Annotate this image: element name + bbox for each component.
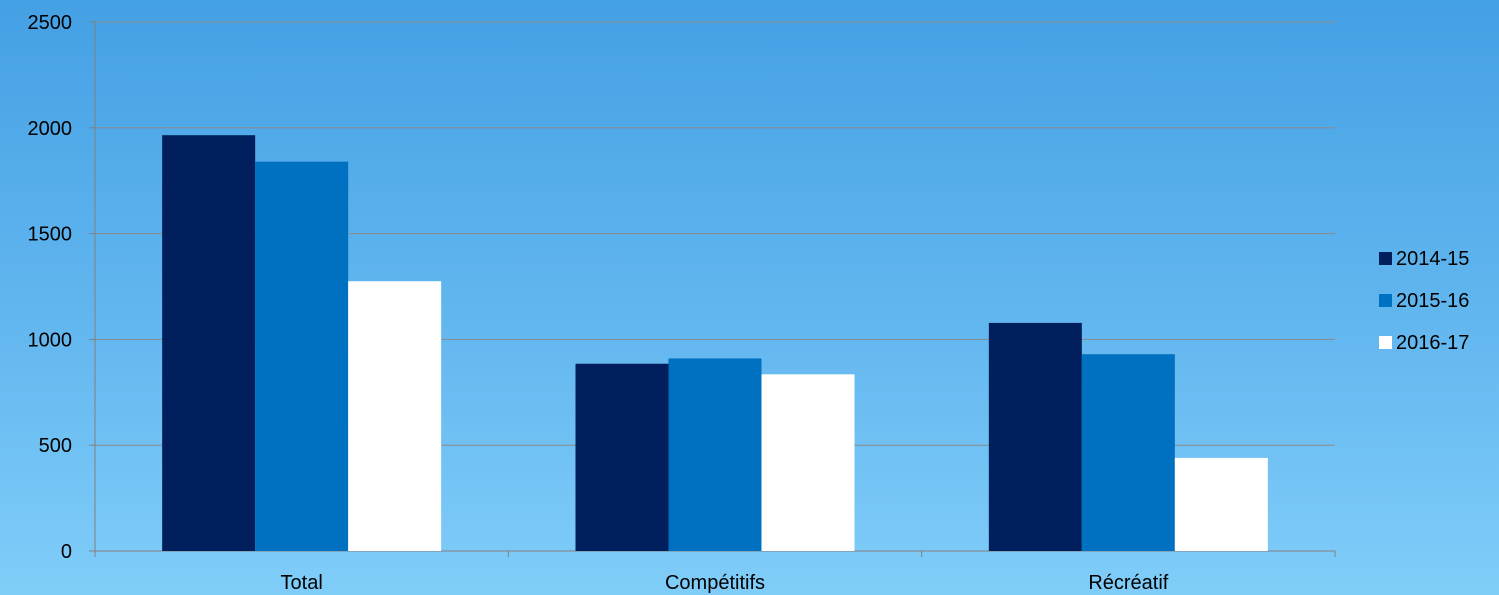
bar-2014-15-Récréatif — [988, 322, 1082, 551]
legend-label: 2015-16 — [1396, 290, 1469, 312]
legend: 2014-15 2015-16 2016-17 — [1379, 248, 1469, 354]
category-label: Total — [281, 572, 323, 594]
bar-2015-16-Total — [255, 161, 349, 551]
y-tick-labels: 0 500 1000 1500 2000 2500 — [28, 12, 73, 563]
category-label: Compétitifs — [665, 572, 765, 594]
y-tick-label: 1500 — [28, 224, 73, 246]
y-tick-label: 1000 — [28, 329, 73, 351]
bar-2014-15-Compétitifs — [575, 363, 669, 551]
bar-2016-17-Récréatif — [1174, 457, 1268, 551]
category-label: Récréatif — [1088, 572, 1168, 594]
bar-2016-17-Total — [348, 281, 442, 551]
legend-label: 2014-15 — [1396, 248, 1469, 270]
legend-label: 2016-17 — [1396, 332, 1469, 354]
legend-swatch — [1379, 336, 1392, 349]
y-tick-label: 0 — [61, 541, 72, 563]
y-tick-label: 2500 — [28, 12, 73, 34]
y-tick-label: 500 — [39, 435, 72, 457]
y-tick-label: 2000 — [28, 118, 73, 140]
legend-swatch — [1379, 252, 1392, 265]
bar-2014-15-Total — [162, 135, 256, 551]
legend-swatch — [1379, 294, 1392, 307]
bars — [162, 135, 1268, 551]
x-tick-marks — [94, 551, 1336, 557]
bar-2016-17-Compétitifs — [761, 374, 855, 551]
bar-2015-16-Compétitifs — [668, 358, 762, 551]
category-labels: Total Compétitifs Récréatif — [281, 572, 1169, 594]
bar-2015-16-Récréatif — [1081, 354, 1175, 551]
